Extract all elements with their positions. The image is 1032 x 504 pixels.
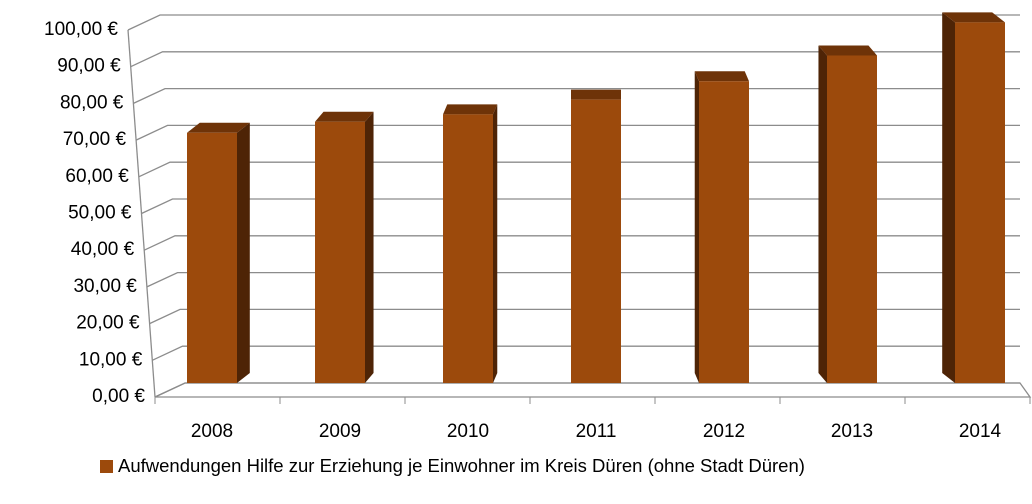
bar-side xyxy=(237,122,250,383)
bar xyxy=(443,104,498,384)
x-tick-label: 2010 xyxy=(447,421,489,442)
x-tick-label: 2008 xyxy=(191,421,233,442)
y-tick-label: 20,00 € xyxy=(76,313,140,334)
y-tick-label: 30,00 € xyxy=(73,276,137,297)
bar-top xyxy=(443,104,498,115)
x-tick-label: 2014 xyxy=(959,421,1002,442)
bar-side xyxy=(942,12,955,384)
bar-front xyxy=(699,81,749,384)
bar xyxy=(818,45,877,383)
bar-side xyxy=(818,45,827,383)
y-axis xyxy=(127,29,156,398)
bar-front xyxy=(187,132,237,383)
legend-swatch xyxy=(100,460,113,473)
floor xyxy=(154,382,1032,398)
bar xyxy=(315,111,374,383)
grid-line xyxy=(130,51,1020,68)
grid-line xyxy=(127,14,1020,31)
bar xyxy=(942,12,1005,384)
x-tick-label: 2012 xyxy=(703,421,745,442)
bar-front xyxy=(443,114,493,384)
bar-top xyxy=(315,111,374,122)
y-tick-label: 60,00 € xyxy=(65,166,129,187)
y-tick-label: 80,00 € xyxy=(60,92,124,113)
y-tick-label: 90,00 € xyxy=(57,56,121,77)
x-tick-label: 2013 xyxy=(831,421,873,442)
bar-side xyxy=(694,71,699,384)
bar xyxy=(571,89,621,383)
bar-front xyxy=(315,121,365,383)
bar-side xyxy=(365,111,374,383)
y-tick-label: 50,00 € xyxy=(68,203,132,224)
bar xyxy=(694,71,749,384)
y-tick-label: 0,00 € xyxy=(92,386,145,407)
bar-front xyxy=(955,22,1005,384)
grid-line xyxy=(154,382,1020,398)
bar-front xyxy=(571,99,621,383)
x-tick-label: 2009 xyxy=(319,421,361,442)
bar-front xyxy=(827,55,877,383)
x-tick-label: 2011 xyxy=(576,421,617,442)
bar-top xyxy=(571,89,621,100)
legend-label: Aufwendungen Hilfe zur Erziehung je Einw… xyxy=(118,455,805,476)
y-tick-label: 10,00 € xyxy=(79,349,143,370)
bar-top xyxy=(187,122,250,133)
y-tick-label: 40,00 € xyxy=(71,239,135,260)
bar-top xyxy=(818,45,877,56)
y-tick-label: 100,00 € xyxy=(44,19,118,40)
bar-top xyxy=(694,71,749,82)
bar xyxy=(187,122,250,383)
bar-side xyxy=(493,104,498,384)
y-tick-label: 70,00 € xyxy=(63,129,127,150)
bar-top xyxy=(942,12,1005,23)
